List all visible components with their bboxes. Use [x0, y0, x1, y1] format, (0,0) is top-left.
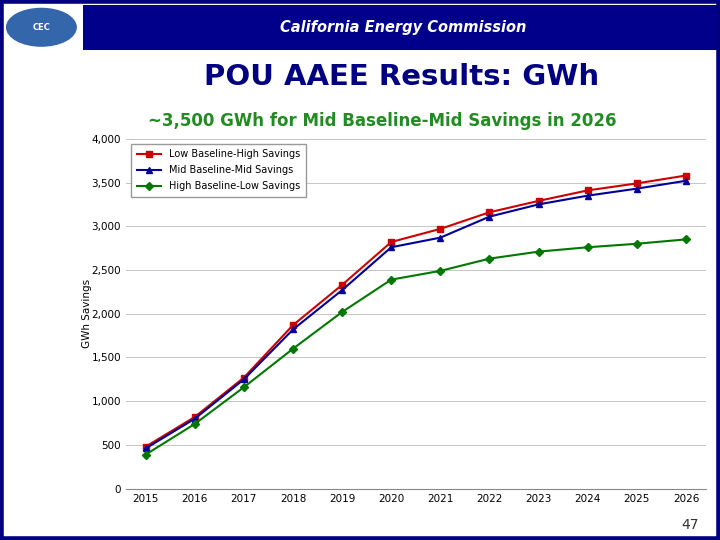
- High Baseline-Low Savings: [387, 276, 395, 283]
- Mid Baseline-Mid Savings: [338, 287, 346, 293]
- Mid Baseline-Mid Savings: [191, 415, 199, 422]
- Low Baseline-High Savings: [387, 239, 395, 245]
- Line: Low Baseline-High Savings: Low Baseline-High Savings: [143, 173, 689, 449]
- Mid Baseline-Mid Savings: [485, 213, 494, 220]
- High Baseline-Low Savings: [338, 309, 346, 315]
- Text: California Energy Commission: California Energy Commission: [280, 20, 526, 35]
- High Baseline-Low Savings: [485, 255, 494, 262]
- Mid Baseline-Mid Savings: [436, 234, 445, 241]
- Y-axis label: GWh Savings: GWh Savings: [82, 279, 92, 348]
- Mid Baseline-Mid Savings: [141, 445, 150, 451]
- Low Baseline-High Savings: [485, 209, 494, 215]
- Low Baseline-High Savings: [191, 414, 199, 420]
- Legend: Low Baseline-High Savings, Mid Baseline-Mid Savings, High Baseline-Low Savings: Low Baseline-High Savings, Mid Baseline-…: [131, 144, 306, 197]
- Mid Baseline-Mid Savings: [682, 178, 690, 184]
- Low Baseline-High Savings: [583, 187, 592, 194]
- Bar: [83, 5, 720, 50]
- High Baseline-Low Savings: [436, 268, 445, 274]
- Low Baseline-High Savings: [141, 443, 150, 450]
- Low Baseline-High Savings: [240, 374, 248, 381]
- High Baseline-Low Savings: [141, 451, 150, 458]
- High Baseline-Low Savings: [289, 346, 297, 352]
- Mid Baseline-Mid Savings: [387, 244, 395, 251]
- Line: Mid Baseline-Mid Savings: Mid Baseline-Mid Savings: [143, 178, 689, 451]
- Text: POU AAEE Results: GWh: POU AAEE Results: GWh: [204, 64, 599, 91]
- Low Baseline-High Savings: [338, 282, 346, 288]
- Low Baseline-High Savings: [289, 322, 297, 328]
- High Baseline-Low Savings: [682, 236, 690, 242]
- High Baseline-Low Savings: [583, 244, 592, 251]
- Mid Baseline-Mid Savings: [240, 376, 248, 382]
- High Baseline-Low Savings: [534, 248, 543, 255]
- Mid Baseline-Mid Savings: [534, 201, 543, 208]
- Mid Baseline-Mid Savings: [583, 192, 592, 199]
- High Baseline-Low Savings: [632, 240, 641, 247]
- Low Baseline-High Savings: [632, 180, 641, 187]
- Mid Baseline-Mid Savings: [632, 185, 641, 192]
- Low Baseline-High Savings: [682, 172, 690, 179]
- High Baseline-Low Savings: [191, 421, 199, 427]
- Low Baseline-High Savings: [534, 198, 543, 204]
- Low Baseline-High Savings: [436, 226, 445, 232]
- Circle shape: [6, 9, 76, 46]
- High Baseline-Low Savings: [240, 384, 248, 390]
- Text: 47: 47: [681, 518, 698, 532]
- Text: CEC: CEC: [32, 23, 50, 32]
- Text: ~3,500 GWh for Mid Baseline-Mid Savings in 2026: ~3,500 GWh for Mid Baseline-Mid Savings …: [148, 112, 616, 130]
- Mid Baseline-Mid Savings: [289, 326, 297, 333]
- Line: High Baseline-Low Savings: High Baseline-Low Savings: [143, 237, 689, 457]
